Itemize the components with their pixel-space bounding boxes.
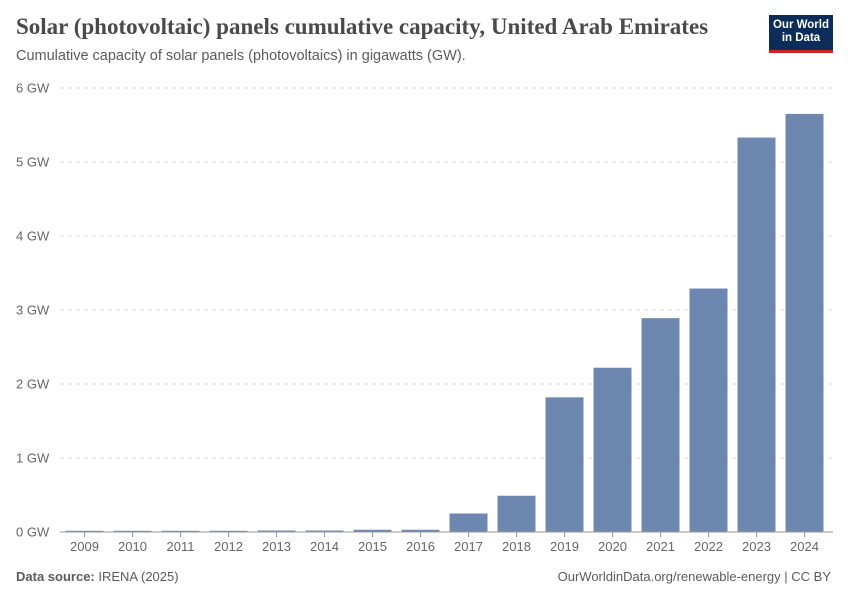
- x-tick-label: 2012: [214, 539, 243, 554]
- bar-2023[interactable]: [737, 137, 776, 532]
- data-source: Data source: IRENA (2025): [16, 569, 179, 584]
- logo-line-1: Our World: [772, 19, 829, 31]
- x-tick-label: 2020: [598, 539, 627, 554]
- x-tick-label: 2017: [454, 539, 483, 554]
- bar-2024[interactable]: [785, 113, 824, 533]
- bar-2013[interactable]: [257, 530, 296, 532]
- y-axis-ticks: 0 GW 1 GW 2 GW 3 GW 4 GW 5 GW 6 GW: [16, 81, 50, 540]
- x-tick-label: 2010: [118, 539, 147, 554]
- x-tick-label: 2014: [310, 539, 339, 554]
- x-tick-label: 2015: [358, 539, 387, 554]
- x-axis-ticks: 2009 2010 2011 2012 2013 2014 2015 2016 2017 2018…: [70, 532, 819, 554]
- data-source-value[interactable]: IRENA (2025): [98, 569, 179, 584]
- y-tick-label: 4 GW: [16, 229, 50, 244]
- data-source-label: Data source:: [16, 569, 95, 584]
- bar-2020[interactable]: [593, 367, 632, 532]
- x-tick-label: 2011: [167, 539, 195, 554]
- bar-2009[interactable]: [65, 530, 104, 532]
- x-tick-label: 2021: [646, 539, 675, 554]
- chart-subtitle: Cumulative capacity of solar panels (pho…: [16, 48, 466, 64]
- footer-link[interactable]: OurWorldinData.org/renewable-energy | CC…: [557, 569, 831, 584]
- bar-2011[interactable]: [161, 530, 200, 532]
- x-tick-label: 2024: [790, 539, 819, 554]
- bars: [65, 113, 824, 533]
- y-tick-label: 2 GW: [16, 377, 50, 392]
- bar-2019[interactable]: [545, 397, 584, 532]
- owid-logo[interactable]: Our World in Data: [769, 15, 833, 53]
- x-tick-label: 2022: [694, 539, 723, 554]
- x-tick-label: 2016: [406, 539, 435, 554]
- x-tick-label: 2009: [70, 539, 99, 554]
- chart-title: Solar (photovoltaic) panels cumulative c…: [16, 14, 709, 39]
- x-tick-label: 2018: [502, 539, 531, 554]
- y-tick-label: 3 GW: [16, 303, 50, 318]
- bar-2016[interactable]: [401, 529, 440, 532]
- bar-2014[interactable]: [305, 530, 344, 532]
- x-tick-label: 2023: [742, 539, 771, 554]
- x-tick-label: 2013: [262, 539, 291, 554]
- bar-2018[interactable]: [497, 495, 536, 532]
- y-tick-label: 5 GW: [16, 155, 50, 170]
- bar-2022[interactable]: [689, 288, 728, 532]
- bar-2015[interactable]: [353, 529, 392, 532]
- y-tick-label: 1 GW: [16, 451, 50, 466]
- bar-2012[interactable]: [209, 530, 248, 532]
- logo-line-2: in Data: [781, 32, 821, 44]
- bar-2017[interactable]: [449, 513, 488, 533]
- x-tick-label: 2019: [550, 539, 579, 554]
- y-tick-label: 6 GW: [16, 81, 50, 96]
- y-tick-label: 0 GW: [16, 525, 50, 540]
- bar-2010[interactable]: [113, 530, 152, 532]
- bar-2021[interactable]: [641, 318, 680, 532]
- gridlines: [60, 87, 833, 459]
